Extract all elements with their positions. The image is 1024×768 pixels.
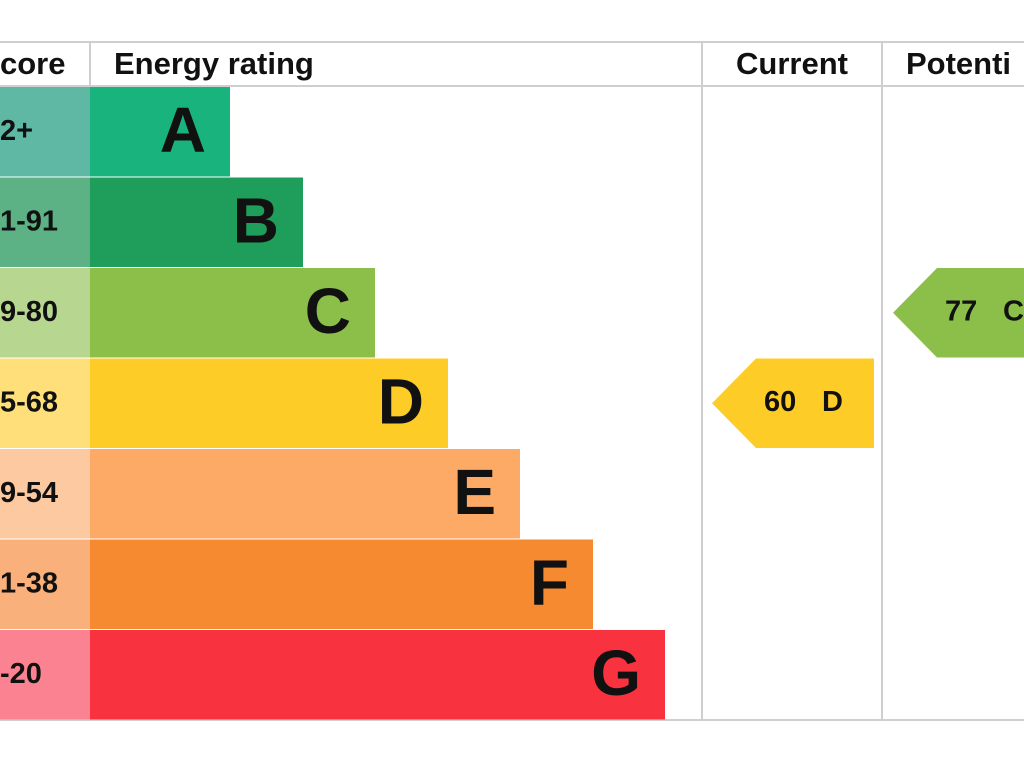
score-cell: [0, 268, 90, 358]
current-letter: D: [822, 386, 843, 418]
rating-letter: A: [160, 94, 206, 166]
rating-letter: D: [378, 366, 424, 438]
score-cell: [0, 358, 90, 448]
score-range: -20: [0, 658, 42, 690]
score-cell: [0, 177, 90, 267]
header-rating: Energy rating: [114, 46, 314, 81]
score-range: 9-80: [0, 296, 58, 328]
potential-arrow: [893, 268, 1024, 358]
rating-bar: [90, 268, 375, 358]
rating-bar: [90, 539, 593, 629]
score-range: 9-54: [0, 477, 58, 509]
rating-letter: G: [591, 637, 641, 709]
rating-letter: F: [530, 547, 569, 619]
header-current: Current: [736, 46, 848, 81]
potential-letter: C: [1003, 295, 1024, 327]
rating-bar: [90, 630, 665, 720]
potential-value: 77: [945, 295, 977, 327]
score-range: 1-91: [0, 205, 58, 237]
rating-bar: [90, 177, 303, 267]
score-range: 2+: [0, 115, 33, 147]
header-score: core: [0, 46, 65, 81]
header-potential: Potenti: [906, 46, 1011, 81]
rating-letter: E: [453, 456, 496, 528]
score-cell: [0, 630, 90, 720]
rating-letter: C: [305, 275, 351, 347]
rating-bar: [90, 358, 448, 448]
rating-letter: B: [233, 185, 279, 257]
score-range: 1-38: [0, 567, 58, 599]
current-value: 60: [764, 386, 796, 418]
score-cell: [0, 449, 90, 539]
rating-bar: [90, 449, 520, 539]
score-cell: [0, 539, 90, 629]
current-arrow: [712, 358, 874, 448]
score-cell: [0, 87, 90, 177]
rating-bar: [90, 87, 230, 177]
score-range: 5-68: [0, 386, 58, 418]
